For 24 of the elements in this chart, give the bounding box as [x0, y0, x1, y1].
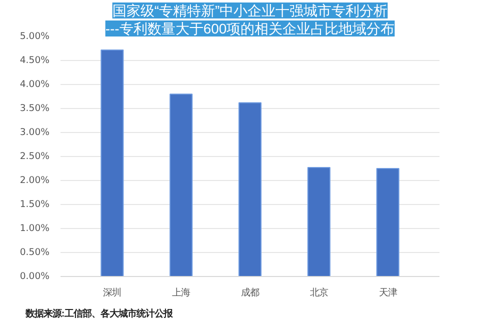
x-tick-label: 上海 [172, 288, 190, 298]
y-tick-label: 0.00% [20, 271, 50, 282]
bar [238, 102, 262, 276]
y-tick-label: 1.00% [20, 223, 50, 234]
x-tick-label: 深圳 [103, 288, 122, 298]
y-tick-label: 1.50% [20, 199, 50, 210]
source-note: 数据来源:工信部、各大城市统计公报 [24, 308, 174, 318]
y-tick-label: 3.00% [20, 127, 50, 138]
x-tick-label: 北京 [310, 288, 328, 298]
y-tick-label: 5.00% [20, 31, 50, 42]
x-tick-label: 成都 [241, 288, 259, 298]
y-tick-label: 0.50% [20, 247, 50, 258]
bar [307, 167, 330, 276]
y-tick-label: 4.50% [20, 55, 50, 66]
bar [100, 49, 124, 276]
y-tick-label: 2.50% [20, 151, 50, 162]
chart-subtitle: ---专利数量大于600项的相关企业占比地域分布 [105, 20, 395, 36]
x-tick-label: 天津 [378, 288, 397, 298]
y-tick-label: 2.00% [20, 175, 50, 186]
bar [170, 94, 193, 276]
y-tick-label: 4.00% [20, 79, 50, 90]
bar [376, 168, 400, 276]
y-tick-label: 3.50% [20, 103, 50, 114]
chart-title: 国家级“专精特新”中小企业十强城市专利分析 [112, 2, 388, 18]
